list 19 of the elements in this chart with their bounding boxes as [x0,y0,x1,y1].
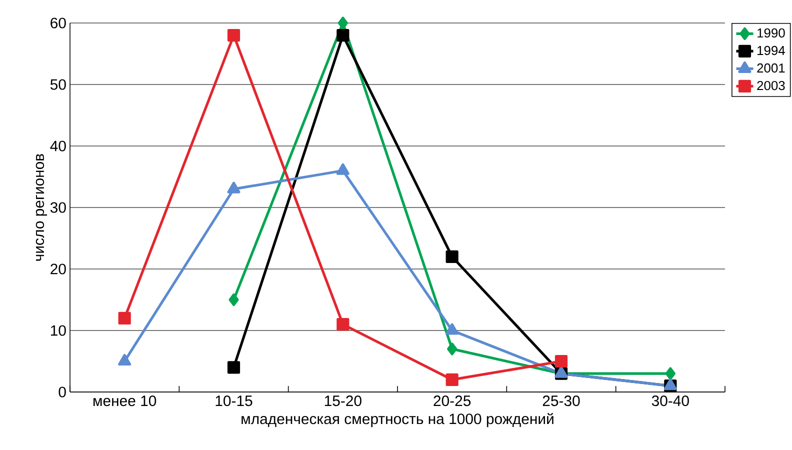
y-tick-label: 30 [50,202,66,213]
y-tick-label: 0 [58,386,66,398]
legend-label: 2001 [757,63,785,73]
x-tick-label: 10-15 [216,396,252,406]
x-axis-title: младенческая смертность на 1000 рождений [242,412,554,428]
legend-label: 1990 [758,28,785,38]
legend-label: 2003 [757,80,785,90]
y-axis-title: число регионов [36,154,48,261]
x-tick-label: 20-25 [434,396,471,406]
x-tick-label: менее 10 [93,396,156,406]
y-tick-label: 20 [50,264,66,274]
x-tick-label: 30-40 [652,396,689,406]
y-tick-label: 10 [51,325,66,336]
y-tick-label: 40 [50,140,66,152]
x-tick-label: 15-20 [324,396,362,406]
y-tick-label: 60 [50,18,66,28]
y-tick-label: 50 [50,79,66,90]
x-tick-label: 25-30 [542,396,580,406]
legend-label: 1994 [758,46,785,56]
